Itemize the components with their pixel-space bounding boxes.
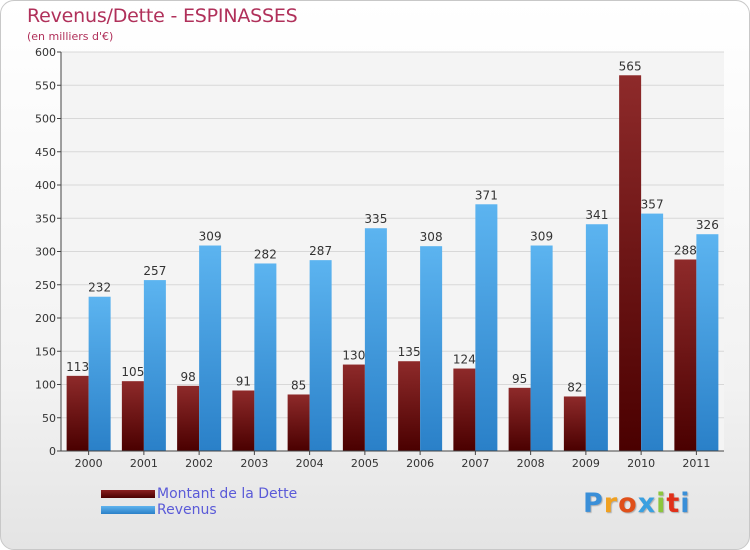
debt-bar	[177, 385, 200, 451]
revenus-bar-label: 257	[143, 264, 166, 278]
revenus-bar	[696, 234, 719, 451]
revenus-bar	[530, 245, 553, 451]
debt-bar-label: 95	[512, 372, 527, 386]
revenus-bar-label: 308	[420, 230, 443, 244]
x-tick-label: 2001	[130, 457, 158, 470]
debt-bar-label: 85	[291, 378, 306, 392]
y-tick-label: 450	[35, 146, 56, 159]
debt-bar-label: 105	[121, 365, 144, 379]
legend-label-revenus: Revenus	[157, 502, 217, 518]
revenus-bar-label: 357	[641, 198, 664, 212]
revenus-bar	[475, 204, 498, 451]
revenus-bar-label: 341	[585, 208, 608, 222]
x-tick-label: 2004	[296, 457, 324, 470]
debt-bar-label: 98	[180, 370, 195, 384]
x-tick-label: 2000	[75, 457, 103, 470]
x-tick-label: 2003	[240, 457, 268, 470]
debt-bar	[342, 364, 365, 451]
debt-bar-label: 91	[236, 374, 251, 388]
revenus-bar	[309, 260, 332, 451]
y-tick-label: 0	[49, 445, 56, 458]
debt-bar	[287, 394, 310, 451]
revenus-bar	[88, 296, 111, 451]
y-tick-label: 600	[35, 46, 56, 59]
revenus-bar-label: 335	[364, 212, 387, 226]
debt-bar	[398, 361, 421, 451]
revenus-bar-label: 287	[309, 244, 332, 258]
y-tick-label: 500	[35, 113, 56, 126]
x-tick-label: 2010	[627, 457, 655, 470]
debt-bar-label: 130	[342, 349, 365, 363]
x-tick-label: 2008	[517, 457, 545, 470]
debt-bar	[121, 381, 144, 451]
debt-bar	[453, 368, 476, 451]
x-tick-label: 2007	[461, 457, 489, 470]
legend-label-debt: Montant de la Dette	[157, 486, 298, 502]
y-tick-label: 150	[35, 345, 56, 358]
revenus-bar-label: 371	[475, 188, 498, 202]
revenus-bar	[143, 280, 166, 451]
x-tick-label: 2011	[682, 457, 710, 470]
y-tick-label: 50	[42, 412, 56, 425]
x-tick-label: 2006	[406, 457, 434, 470]
revenus-bar	[420, 246, 443, 451]
revenus-bar-label: 309	[199, 230, 222, 244]
x-tick-label: 2005	[351, 457, 379, 470]
debt-bar-label: 82	[567, 380, 582, 394]
y-tick-label: 300	[35, 246, 56, 259]
revenus-bar-label: 282	[254, 247, 277, 261]
debt-bar-label: 288	[674, 243, 697, 257]
revenus-bar	[364, 228, 387, 451]
debt-bar	[232, 390, 255, 451]
debt-bar	[619, 75, 642, 452]
chart-subtitle: (en milliers d'€)	[27, 30, 114, 43]
proxiti-logo: Proxiti	[583, 488, 691, 519]
debt-bar	[674, 259, 697, 451]
chart-title: Revenus/Dette - ESPINASSES	[27, 5, 298, 27]
revenus-bar-label: 232	[88, 281, 111, 295]
y-tick-label: 400	[35, 179, 56, 192]
revenus-bar	[199, 245, 222, 451]
y-tick-label: 250	[35, 279, 56, 292]
debt-bar-label: 113	[66, 360, 89, 374]
y-tick-label: 550	[35, 79, 56, 92]
revenus-bar	[585, 224, 608, 451]
revenus-bar-label: 309	[530, 230, 553, 244]
revenus-bar	[254, 263, 277, 451]
revenus-bar	[641, 213, 664, 451]
y-tick-label: 100	[35, 379, 56, 392]
debt-bar-label: 565	[619, 59, 642, 73]
debt-bar	[508, 387, 531, 451]
debt-bar-label: 124	[453, 353, 476, 367]
x-tick-label: 2009	[572, 457, 600, 470]
debt-bar	[563, 396, 586, 451]
legend-swatch-revenus	[101, 506, 155, 514]
debt-bar	[66, 375, 89, 451]
y-tick-label: 200	[35, 312, 56, 325]
x-tick-label: 2002	[185, 457, 213, 470]
revenus-bar-label: 326	[696, 218, 719, 232]
y-tick-label: 350	[35, 212, 56, 225]
debt-bar-label: 135	[398, 345, 421, 359]
legend-swatch-debt	[101, 490, 155, 498]
